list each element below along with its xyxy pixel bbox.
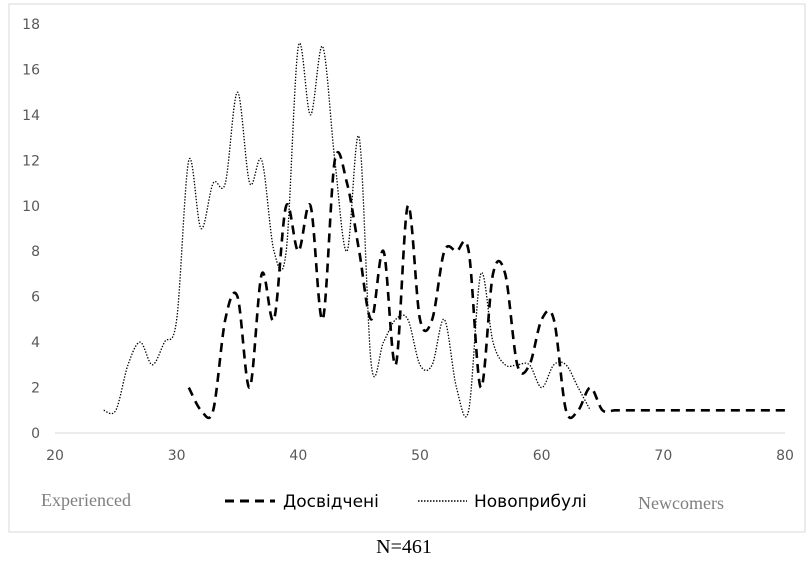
y-tick-label: 10 — [22, 199, 40, 215]
y-tick-label: 2 — [31, 381, 40, 397]
series-layer — [103, 42, 785, 420]
y-tick-labels: 0 2 4 6 8 10 12 14 16 18 — [22, 17, 40, 442]
x-tick-label: 70 — [654, 448, 672, 464]
y-tick-label: 6 — [31, 290, 40, 306]
x-tick-label: 80 — [776, 448, 794, 464]
y-tick-label: 8 — [31, 244, 40, 260]
legend-label-series-1: Досвідчені — [283, 492, 379, 512]
legend: Experienced Досвідчені Новоприбулі Newco… — [41, 490, 724, 513]
caption: N=461 — [376, 536, 432, 558]
y-tick-label: 18 — [22, 17, 40, 33]
x-tick-label: 50 — [411, 448, 429, 464]
y-tick-label: 4 — [31, 335, 40, 351]
y-tick-label: 12 — [22, 153, 40, 169]
x-tick-label: 60 — [533, 448, 551, 464]
y-tick-label: 14 — [22, 108, 40, 124]
legend-left-text: Experienced — [41, 490, 131, 510]
x-tick-label: 30 — [168, 448, 186, 464]
chart-frame — [8, 3, 806, 533]
x-tick-label: 40 — [289, 448, 307, 464]
x-tick-label: 20 — [46, 448, 64, 464]
y-tick-label: 0 — [31, 426, 40, 442]
legend-label-series-2: Новоприбулі — [474, 492, 587, 512]
series-line-2 — [103, 42, 591, 418]
series-line-1 — [187, 150, 785, 420]
x-tick-labels: 20 30 40 50 60 70 80 — [46, 448, 794, 464]
y-tick-label: 16 — [22, 62, 40, 78]
legend-right-text: Newcomers — [638, 493, 724, 513]
